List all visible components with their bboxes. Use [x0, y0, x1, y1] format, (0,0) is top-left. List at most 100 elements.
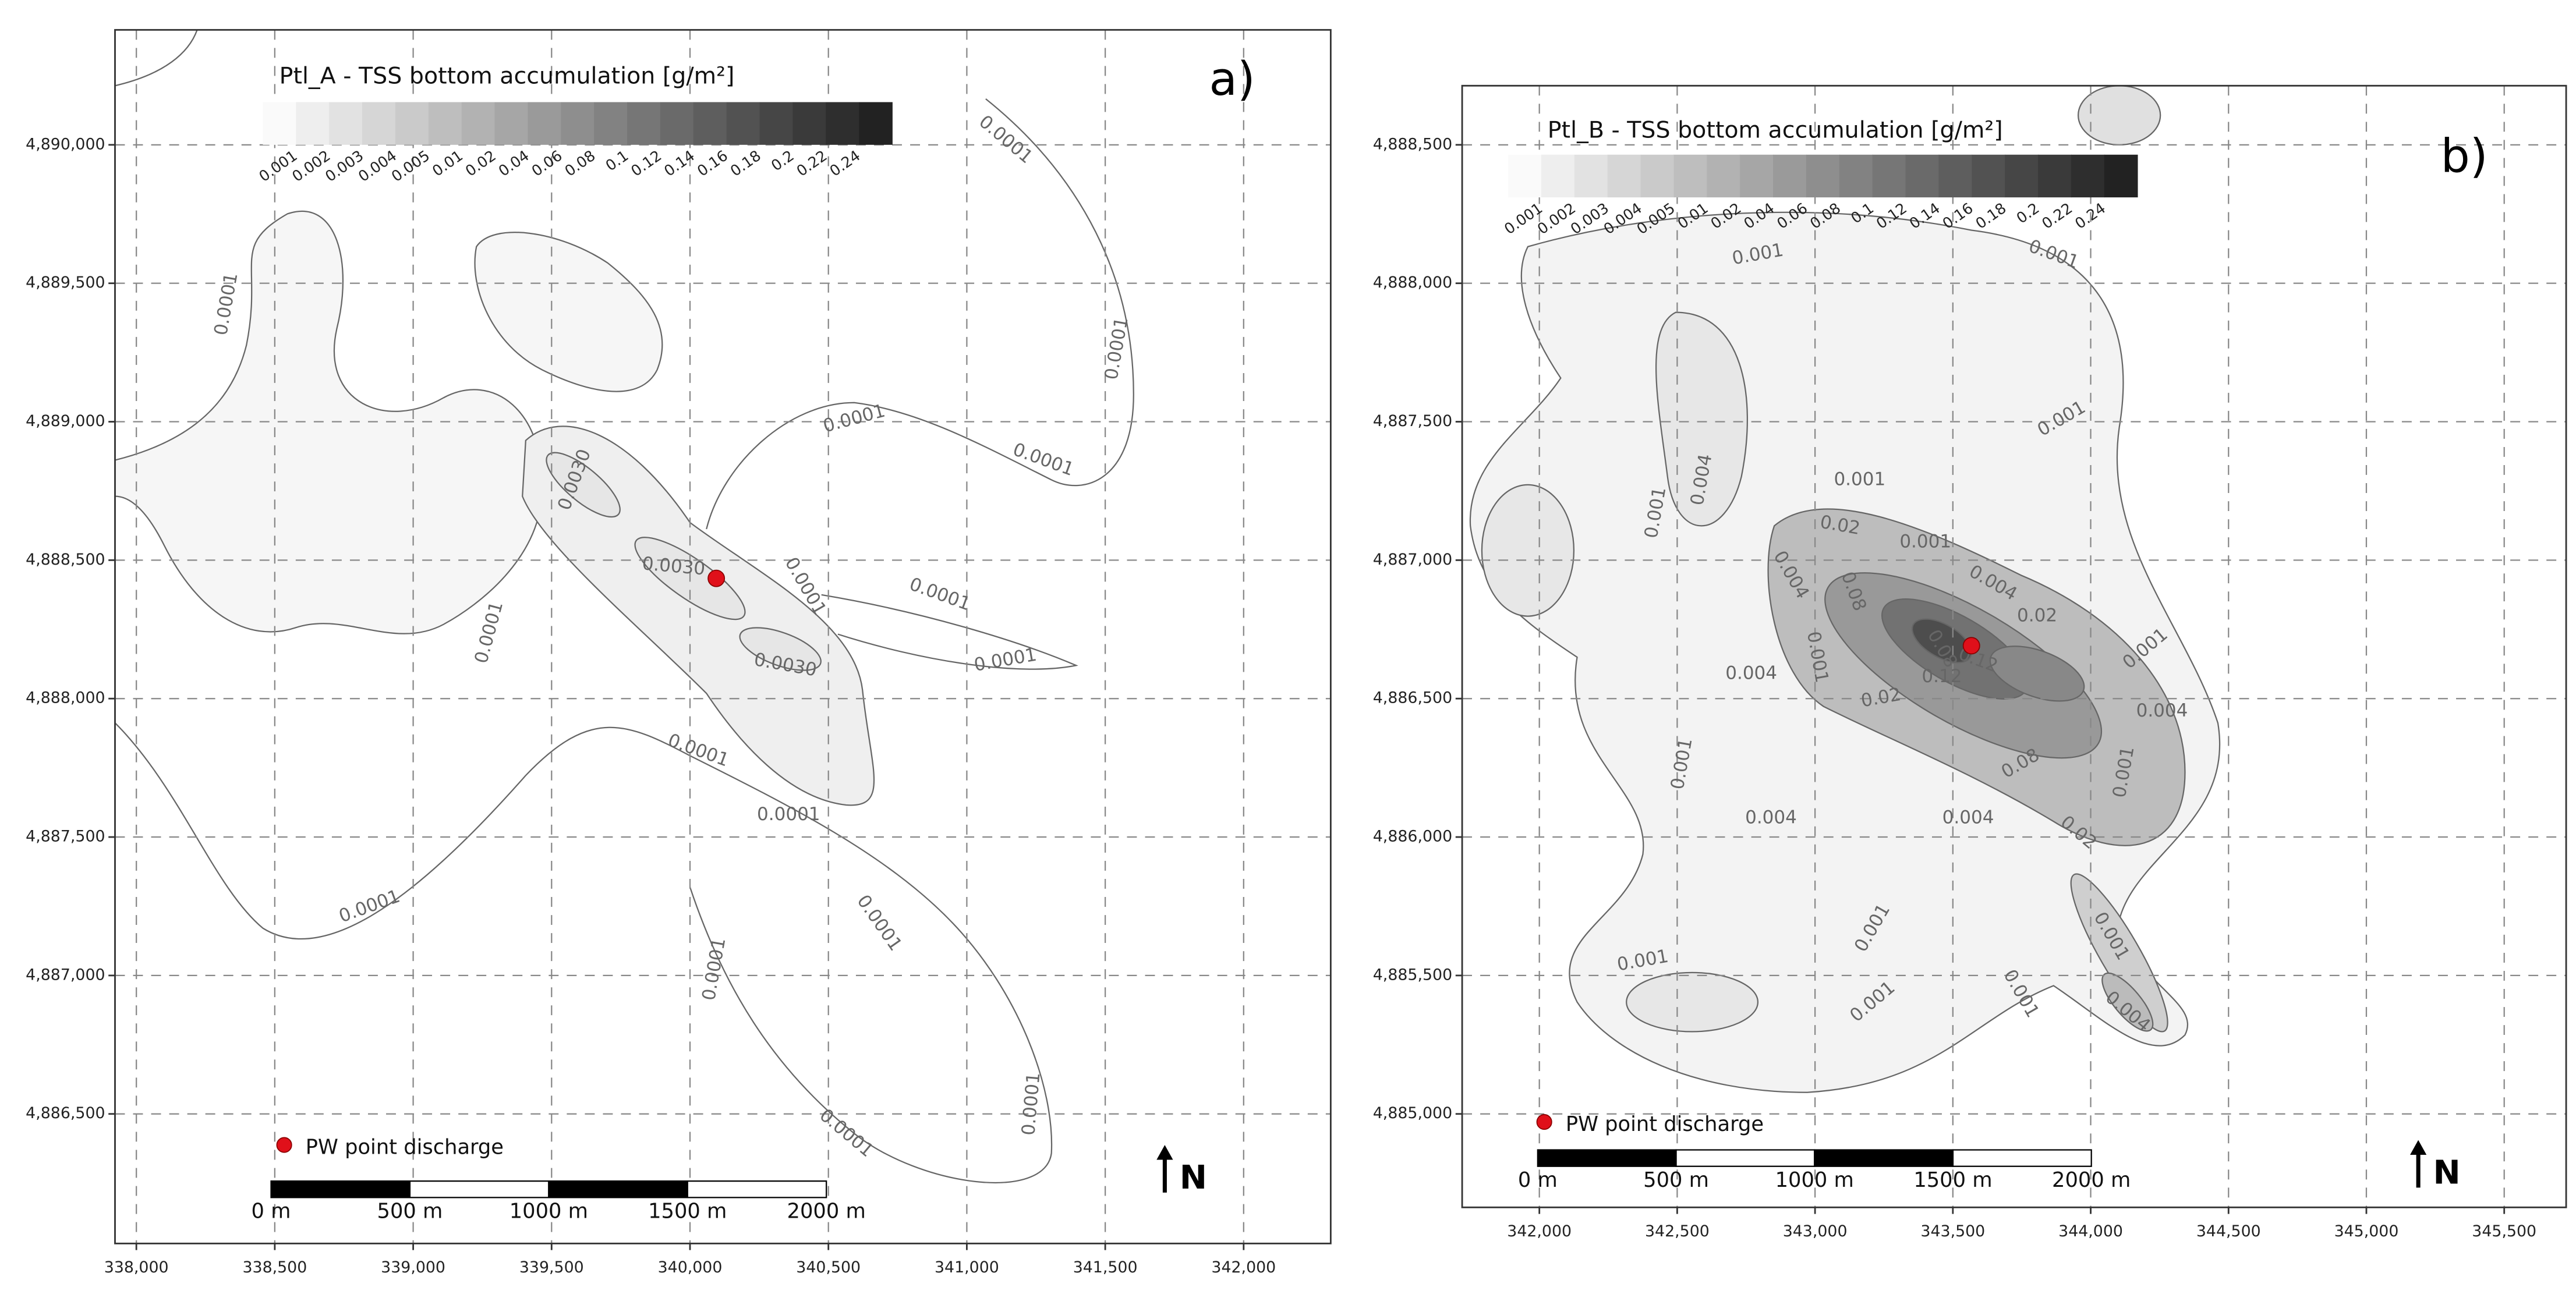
contour-label: 0.004: [2136, 700, 2188, 721]
colorbar-swatch: [826, 102, 860, 145]
north-arrow-head: [1156, 1145, 1173, 1160]
x-tick-label: 338,000: [104, 1258, 169, 1276]
contour-label: 0.001: [1834, 469, 1885, 490]
colorbar-swatch: [660, 102, 694, 145]
contour: [2070, 873, 2168, 1033]
colorbar-swatch: [693, 102, 727, 145]
colorbar-swatch: [395, 102, 429, 145]
scale-bar-segment: [1814, 1149, 1954, 1167]
legend-title: Ptl_B - TSS bottom accumulation [g/m²]: [1548, 117, 2003, 144]
contour: [474, 232, 663, 392]
colorbar-swatch: [1872, 154, 1906, 198]
map-area: 0.00010.00010.00010.00010.00010.00010.00…: [115, 30, 1331, 1244]
colorbar-swatch: [362, 102, 396, 145]
y-tick-label: 4,887,000: [1373, 551, 1452, 569]
colorbar-swatch: [296, 102, 330, 145]
colorbar-swatch: [1972, 154, 2006, 198]
colorbar-swatch: [594, 102, 628, 145]
colorbar-swatch: [1640, 154, 1675, 198]
scale-bar-segment: [1537, 1149, 1677, 1167]
north-label: N: [2433, 1154, 2461, 1191]
colorbar-swatch: [329, 102, 363, 145]
x-tick-label: 341,500: [1073, 1258, 1138, 1276]
x-tick-label: 342,000: [1211, 1258, 1276, 1276]
contour: [115, 722, 1053, 1184]
scale-bar-segment: [687, 1180, 827, 1198]
discharge-point: [707, 569, 726, 587]
colorbar-swatch: [1806, 154, 1840, 198]
x-tick-label: 343,500: [1920, 1222, 1985, 1240]
colorbar-swatch: [528, 102, 562, 145]
y-tick-label: 4,888,500: [1373, 135, 1452, 153]
colorbar-swatch: [1905, 154, 1940, 198]
scale-bar-segment: [1675, 1149, 1816, 1167]
colorbar-swatch: [2038, 154, 2072, 198]
colorbar-swatch: [1740, 154, 1774, 198]
x-tick-label: 339,000: [381, 1258, 445, 1276]
x-tick-label: 343,000: [1783, 1222, 1848, 1240]
contour-label: 0.0001: [757, 804, 820, 825]
y-tick-label: 4,888,000: [1373, 274, 1452, 292]
contour-label: 0.004: [1745, 807, 1797, 828]
scale-bar-label: 2000 m: [787, 1200, 866, 1223]
panel-label: b): [2441, 130, 2488, 183]
colorbar-swatch: [1773, 154, 1807, 198]
x-tick-label: 340,000: [658, 1258, 723, 1276]
colorbar-swatch: [494, 102, 529, 145]
map-area: 0.001 0.0010.0010.0010.0010.0040.020.0010…: [1462, 86, 2567, 1208]
y-tick-label: 4,885,500: [1373, 966, 1452, 984]
y-tick-label: 4,887,500: [1373, 412, 1452, 430]
scale-bar-segment: [1952, 1149, 2092, 1167]
colorbar-swatch: [2104, 154, 2138, 198]
north-label: N: [1180, 1159, 1207, 1197]
contour: [522, 425, 875, 806]
contour: [115, 30, 198, 87]
panel-label: a): [1209, 52, 1255, 106]
colorbar-swatch: [2071, 154, 2105, 198]
legend-marker: [276, 1137, 292, 1153]
x-tick-label: 338,500: [242, 1258, 307, 1276]
colorbar-swatch: [428, 102, 462, 145]
contour: [115, 210, 543, 634]
colorbar-swatch: [1839, 154, 1873, 198]
scale-bar-label: 500 m: [1643, 1168, 1709, 1192]
contour: [2101, 972, 2154, 1032]
colorbar-swatch: [1938, 154, 1973, 198]
x-tick-label: 345,500: [2472, 1222, 2536, 1240]
x-tick-label: 340,500: [796, 1258, 861, 1276]
contour: [1911, 618, 1972, 664]
contour: [739, 627, 822, 671]
scale-bar-label: 500 m: [377, 1200, 443, 1223]
contour: [821, 594, 1078, 670]
colorbar-swatch: [726, 102, 760, 145]
map-frame: [1461, 84, 2567, 1208]
map-frame: [114, 29, 1332, 1244]
colorbar-swatch: [627, 102, 661, 145]
contour-label: 0.001: [1899, 531, 1951, 552]
legend-text: PW point discharge: [306, 1136, 504, 1159]
colorbar-swatch: [1508, 154, 1542, 198]
y-tick-label: 4,885,000: [1373, 1104, 1452, 1122]
x-tick-label: 342,000: [1507, 1222, 1572, 1240]
colorbar-swatch: [1707, 154, 1741, 198]
scale-bar-segment: [270, 1180, 411, 1198]
scale-bar-segment: [548, 1180, 688, 1198]
y-tick-label: 4,886,500: [1373, 689, 1452, 707]
scale-bar-label: 0 m: [252, 1200, 291, 1223]
colorbar-swatch: [1541, 154, 1575, 198]
legend-title: Ptl_A - TSS bottom accumulation [g/m²]: [279, 63, 735, 90]
y-tick-label: 4,888,500: [26, 551, 105, 569]
discharge-point: [1962, 637, 1980, 655]
contour-label: 0.004: [1942, 807, 1994, 828]
contour: [1481, 484, 1575, 617]
colorbar-swatch: [1673, 154, 1708, 198]
colorbar-swatch: [561, 102, 595, 145]
colorbar-swatch: [461, 102, 496, 145]
legend-text: PW point discharge: [1566, 1112, 1764, 1136]
contour: [1626, 971, 1759, 1033]
contour: [706, 98, 1134, 530]
x-tick-label: 344,500: [2196, 1222, 2261, 1240]
y-tick-label: 4,887,500: [26, 828, 105, 846]
